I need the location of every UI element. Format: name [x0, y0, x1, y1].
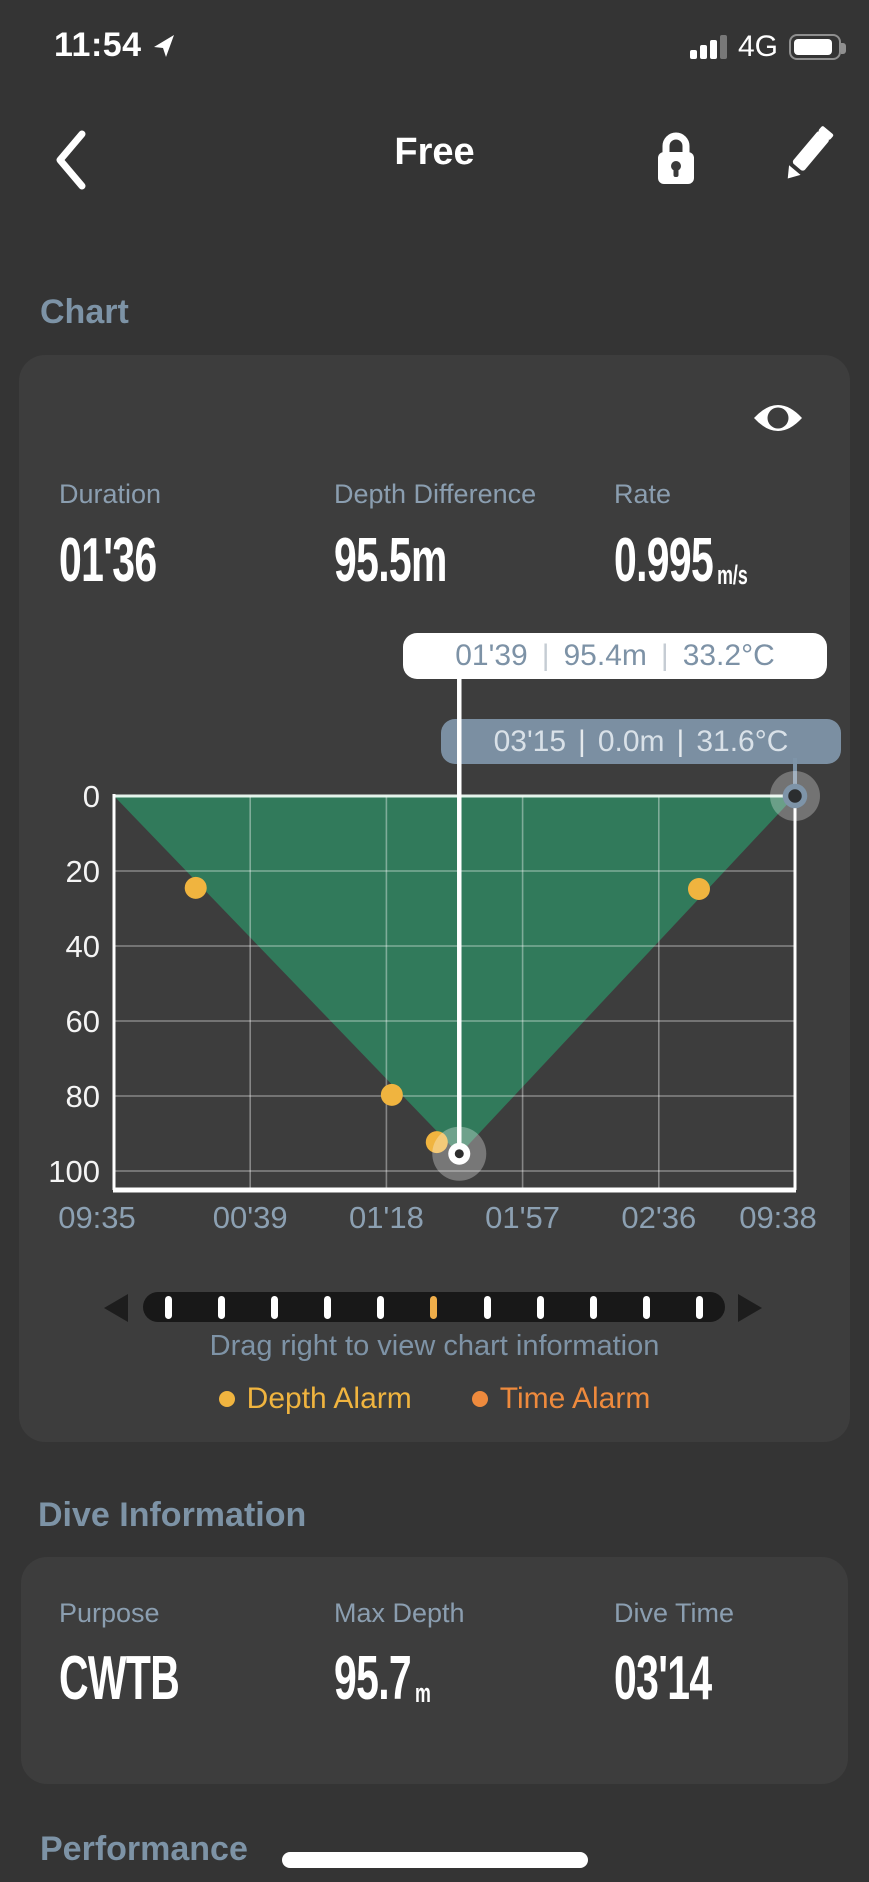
drag-hint-text: Drag right to view chart information [209, 1330, 660, 1362]
visibility-eye-button[interactable] [750, 398, 806, 438]
tooltip-temperature: 31.6°C [696, 724, 789, 758]
stat-value-duration: 01'36 [59, 526, 157, 595]
stat-label-max-depth: Max Depth [334, 1598, 465, 1628]
tooltip-divider: | [541, 639, 550, 672]
battery-icon [789, 34, 846, 60]
slider-right-arrow[interactable] [738, 1294, 762, 1322]
edit-pencil-button[interactable] [778, 126, 834, 186]
home-indicator[interactable] [282, 1852, 588, 1868]
slider-tick [642, 1295, 650, 1319]
status-bar-time: 11:54 [54, 26, 176, 65]
tooltip-depth: 95.4m [563, 639, 647, 672]
section-title-chart: Chart [40, 293, 129, 331]
max-depth-unit: m [414, 1678, 431, 1708]
stat-label-purpose: Purpose [59, 1598, 160, 1628]
dive-information-card [21, 1557, 848, 1784]
stat-label-depth-difference: Depth Difference [334, 479, 537, 509]
slider-tick [589, 1295, 597, 1319]
legend-item-depth-alarm: Depth Alarm [218, 1382, 412, 1416]
slider-tick [324, 1295, 332, 1319]
depth-alarm-marker [380, 1083, 403, 1106]
slider-left-arrow[interactable] [104, 1294, 128, 1322]
chart-scrub-slider[interactable] [143, 1292, 725, 1322]
chart-legend: Depth Alarm Time Alarm [0, 1382, 869, 1416]
x-tick-label: 02'36 [621, 1200, 696, 1235]
page-title: Free [394, 131, 475, 173]
y-tick-label: 40 [66, 929, 100, 964]
section-title-performance: Performance [40, 1830, 248, 1868]
slider-tick [218, 1295, 226, 1319]
end-marker-handle[interactable] [782, 783, 808, 809]
clock-text: 11:54 [54, 26, 142, 64]
slider-tick [377, 1295, 385, 1319]
stat-label-dive-time: Dive Time [614, 1598, 735, 1628]
depth-alarm-marker [687, 878, 710, 900]
location-arrow-icon [153, 34, 174, 57]
y-tick-label: 0 [83, 779, 100, 814]
cursor-tooltip-primary: 01'39 | 95.4m | 33.2°C [403, 633, 827, 679]
stat-value-depth-difference: 95.5m [334, 526, 447, 595]
dive-profile-area [114, 796, 795, 1155]
slider-tick [695, 1295, 703, 1319]
time-alarm-dot-icon [471, 1391, 488, 1407]
tooltip-divider: | [578, 724, 586, 758]
x-tick-label: 01'57 [485, 1200, 560, 1235]
slider-tick [536, 1295, 544, 1319]
legend-item-time-alarm: Time Alarm [471, 1382, 650, 1416]
x-tick-label: 09:38 [739, 1200, 817, 1235]
slider-tick [271, 1295, 279, 1319]
y-tick-label: 100 [48, 1154, 100, 1189]
stat-value-rate: 0.995 m/s [614, 526, 748, 595]
stat-value-dive-time: 03'14 [614, 1644, 712, 1713]
y-tick-label: 60 [66, 1004, 100, 1039]
y-tick-label: 80 [66, 1079, 100, 1114]
tooltip-temperature: 33.2°C [682, 639, 775, 672]
end-tooltip-secondary: 03'15 | 0.0m | 31.6°C [441, 719, 841, 764]
slider-tick [483, 1295, 491, 1319]
cursor-handle-center [454, 1149, 464, 1159]
stat-value-max-depth: 95.7 m [334, 1644, 431, 1713]
depth-alarm-dot-icon [218, 1391, 235, 1407]
stat-label-rate: Rate [614, 479, 672, 509]
slider-tick-active [430, 1295, 438, 1319]
x-tick-label: 00'39 [213, 1200, 288, 1235]
network-type: 4G [737, 30, 778, 63]
status-bar-indicators: 4G [689, 30, 846, 64]
signal-strength-icon [689, 35, 727, 59]
stat-label-duration: Duration [59, 479, 162, 509]
tooltip-time: 01'39 [455, 639, 528, 672]
stat-value-purpose: CWTB [59, 1644, 180, 1713]
slider-tick [165, 1295, 172, 1319]
tooltip-divider: | [676, 724, 685, 758]
tooltip-depth: 0.0m [597, 724, 665, 758]
rate-unit: m/s [717, 560, 748, 590]
depth-alarm-marker [184, 876, 207, 899]
dive-profile-chart[interactable]: 0 20 40 60 80 100 09:35 00'39 01'18 01'57 02'36 09:… [0, 640, 869, 1270]
y-tick-label: 20 [66, 854, 100, 889]
x-tick-label: 09:35 [58, 1200, 136, 1235]
lock-button[interactable] [650, 128, 702, 188]
tooltip-divider: | [660, 639, 669, 672]
back-button[interactable] [48, 128, 94, 192]
tooltip-time: 03'15 [493, 724, 567, 758]
section-title-dive-information: Dive Information [38, 1496, 307, 1534]
depth-alarm-marker [425, 1131, 448, 1154]
x-tick-label: 01'18 [349, 1200, 424, 1235]
